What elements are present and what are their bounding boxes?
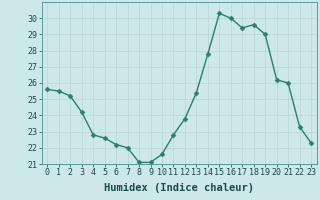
X-axis label: Humidex (Indice chaleur): Humidex (Indice chaleur) (104, 183, 254, 193)
